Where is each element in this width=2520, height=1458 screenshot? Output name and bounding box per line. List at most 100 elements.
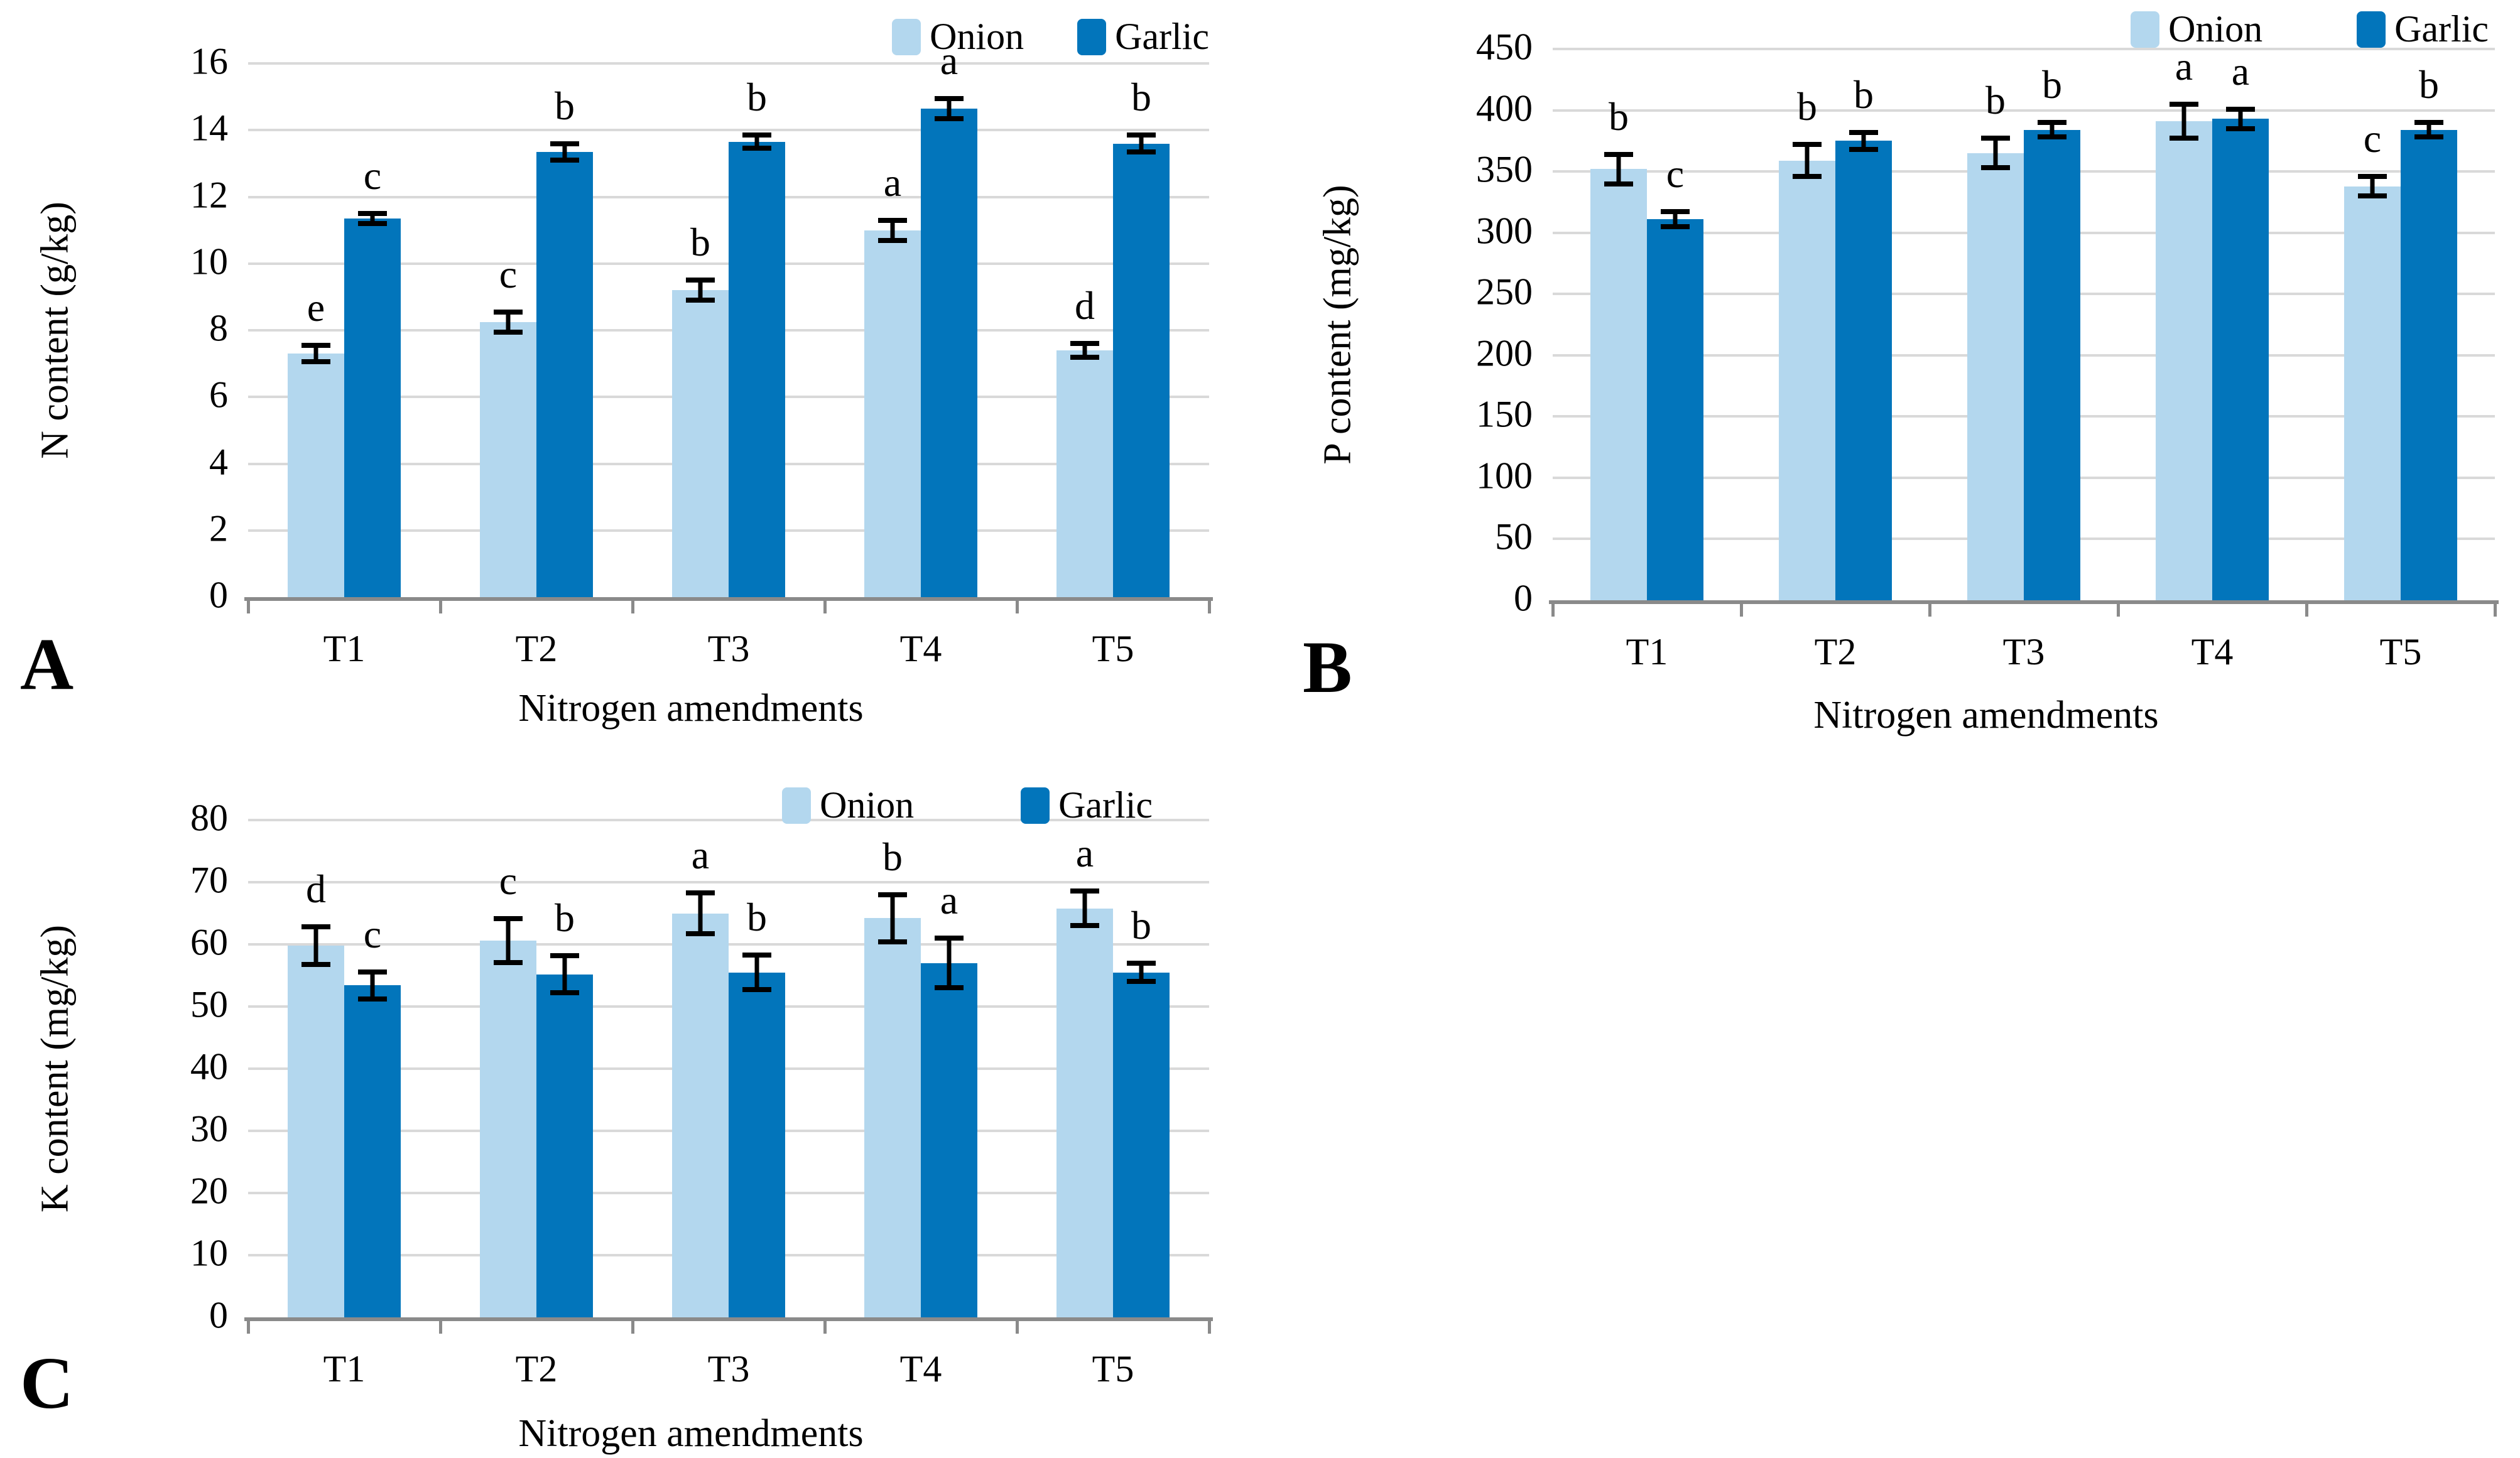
error-bar	[562, 143, 567, 161]
legend-swatch-onion	[2131, 11, 2160, 48]
significance-letter: c	[363, 911, 382, 956]
x-axis-tick-mark	[439, 1317, 442, 1334]
x-axis-tick-mark	[1551, 600, 1555, 617]
significance-letter: b	[555, 83, 575, 128]
bar-onion-t2	[480, 321, 536, 597]
legend-item-onion: Onion	[2131, 8, 2262, 51]
gridline	[248, 881, 1209, 883]
error-bar	[1082, 343, 1087, 357]
x-axis-tick-mark	[2305, 600, 2308, 617]
error-bar	[1139, 963, 1144, 982]
y-tick-label: 14	[190, 107, 228, 149]
x-tick-label-t5: T5	[2379, 631, 2422, 672]
x-tick-label-t4: T4	[899, 628, 942, 669]
error-bar	[1673, 212, 1678, 227]
bar-garlic-t3	[2024, 129, 2080, 600]
legend-item-onion: Onion	[782, 784, 914, 827]
significance-letter: b	[1985, 78, 2006, 123]
y-tick-label: 8	[209, 307, 228, 349]
error-bar-cap-bottom	[1661, 224, 1690, 229]
significance-letter: b	[1854, 72, 1874, 117]
error-bar	[1616, 154, 1621, 184]
x-tick-label-t3: T3	[707, 1348, 750, 1390]
legend-label-onion: Onion	[2168, 8, 2263, 50]
error-bar-cap-top	[935, 95, 964, 101]
significance-letter: c	[499, 858, 518, 904]
x-axis-tick-mark	[2494, 600, 2497, 617]
y-tick-label: 350	[1476, 148, 1533, 190]
error-bar-cap-top	[1604, 151, 1633, 157]
legend-label-onion: Onion	[820, 784, 915, 826]
bar-garlic-t4	[2212, 119, 2269, 600]
error-bar-cap-bottom	[1070, 354, 1099, 360]
bar-onion-t1	[288, 354, 344, 597]
x-axis-tick-mark	[1016, 1317, 1019, 1334]
x-axis-line	[244, 597, 1213, 601]
legend-item-garlic: Garlic	[2357, 8, 2489, 51]
error-bar-cap-bottom	[878, 237, 907, 243]
error-bar-cap-bottom	[1793, 173, 1822, 179]
error-bar	[2370, 176, 2375, 197]
error-bar-cap-bottom	[358, 221, 387, 226]
x-tick-label-t3: T3	[707, 628, 750, 669]
gridline	[248, 129, 1209, 132]
y-tick-label: 60	[190, 921, 228, 963]
x-axis-tick-mark	[1208, 1317, 1211, 1334]
legend-label-garlic: Garlic	[1058, 784, 1153, 826]
bar-onion-t4	[864, 918, 921, 1317]
y-tick-label: 0	[209, 574, 228, 616]
error-bar-cap-top	[550, 141, 579, 146]
error-bar-cap-bottom	[2226, 126, 2255, 131]
error-bar-cap-top	[1070, 341, 1099, 347]
significance-letter: d	[306, 867, 326, 912]
bar-onion-t1	[1590, 169, 1647, 600]
error-bar	[698, 280, 703, 301]
error-bar-cap-top	[358, 211, 387, 217]
legend: Onion Garlic	[2131, 8, 2489, 51]
error-bar	[370, 971, 375, 1000]
error-bar	[2181, 104, 2186, 139]
error-bar-cap-top	[2358, 173, 2387, 179]
legend-swatch-garlic	[2357, 11, 2386, 48]
error-bar-cap-top	[1849, 129, 1878, 135]
y-tick-label: 70	[190, 859, 228, 901]
error-bar-cap-top	[686, 890, 715, 895]
bar-garlic-t1	[344, 219, 401, 597]
legend: Onion Garlic	[782, 784, 1153, 827]
error-bar-cap-top	[2170, 101, 2198, 107]
significance-letter: c	[363, 153, 382, 198]
x-tick-label-t5: T5	[1092, 628, 1134, 669]
significance-letter: b	[2419, 62, 2439, 107]
error-bar-cap-top	[2414, 120, 2443, 126]
x-axis-tick-mark	[631, 597, 634, 613]
significance-letter: a	[691, 832, 710, 877]
panel-letter-b: B	[1303, 626, 1352, 708]
significance-letter: a	[1075, 830, 1094, 875]
bar-garlic-t1	[344, 985, 401, 1317]
error-bar-cap-bottom	[2170, 136, 2198, 141]
y-tick-label: 200	[1476, 332, 1533, 374]
significance-letter: b	[883, 834, 903, 879]
error-bar-cap-bottom	[878, 939, 907, 945]
error-bar-cap-top	[550, 953, 579, 958]
error-bar-cap-bottom	[742, 987, 771, 993]
significance-letter: b	[2042, 62, 2062, 107]
error-bar-cap-bottom	[2414, 134, 2443, 140]
legend-label-onion: Onion	[930, 16, 1024, 57]
error-bar	[562, 955, 567, 993]
error-bar-cap-bottom	[1070, 923, 1099, 929]
error-bar	[313, 927, 318, 964]
error-bar	[698, 892, 703, 934]
x-axis-tick-mark	[823, 597, 827, 613]
x-axis-title: Nitrogen amendments	[518, 687, 864, 730]
y-tick-label: 450	[1476, 26, 1533, 68]
error-bar-cap-top	[494, 916, 523, 922]
error-bar-cap-top	[1981, 136, 2010, 141]
y-tick-label: 0	[209, 1294, 228, 1336]
error-bar-cap-top	[742, 952, 771, 958]
bar-garlic-t3	[729, 141, 785, 597]
y-tick-label: 300	[1476, 210, 1533, 252]
error-bar	[1082, 890, 1087, 926]
x-tick-label-t1: T1	[323, 1348, 366, 1390]
